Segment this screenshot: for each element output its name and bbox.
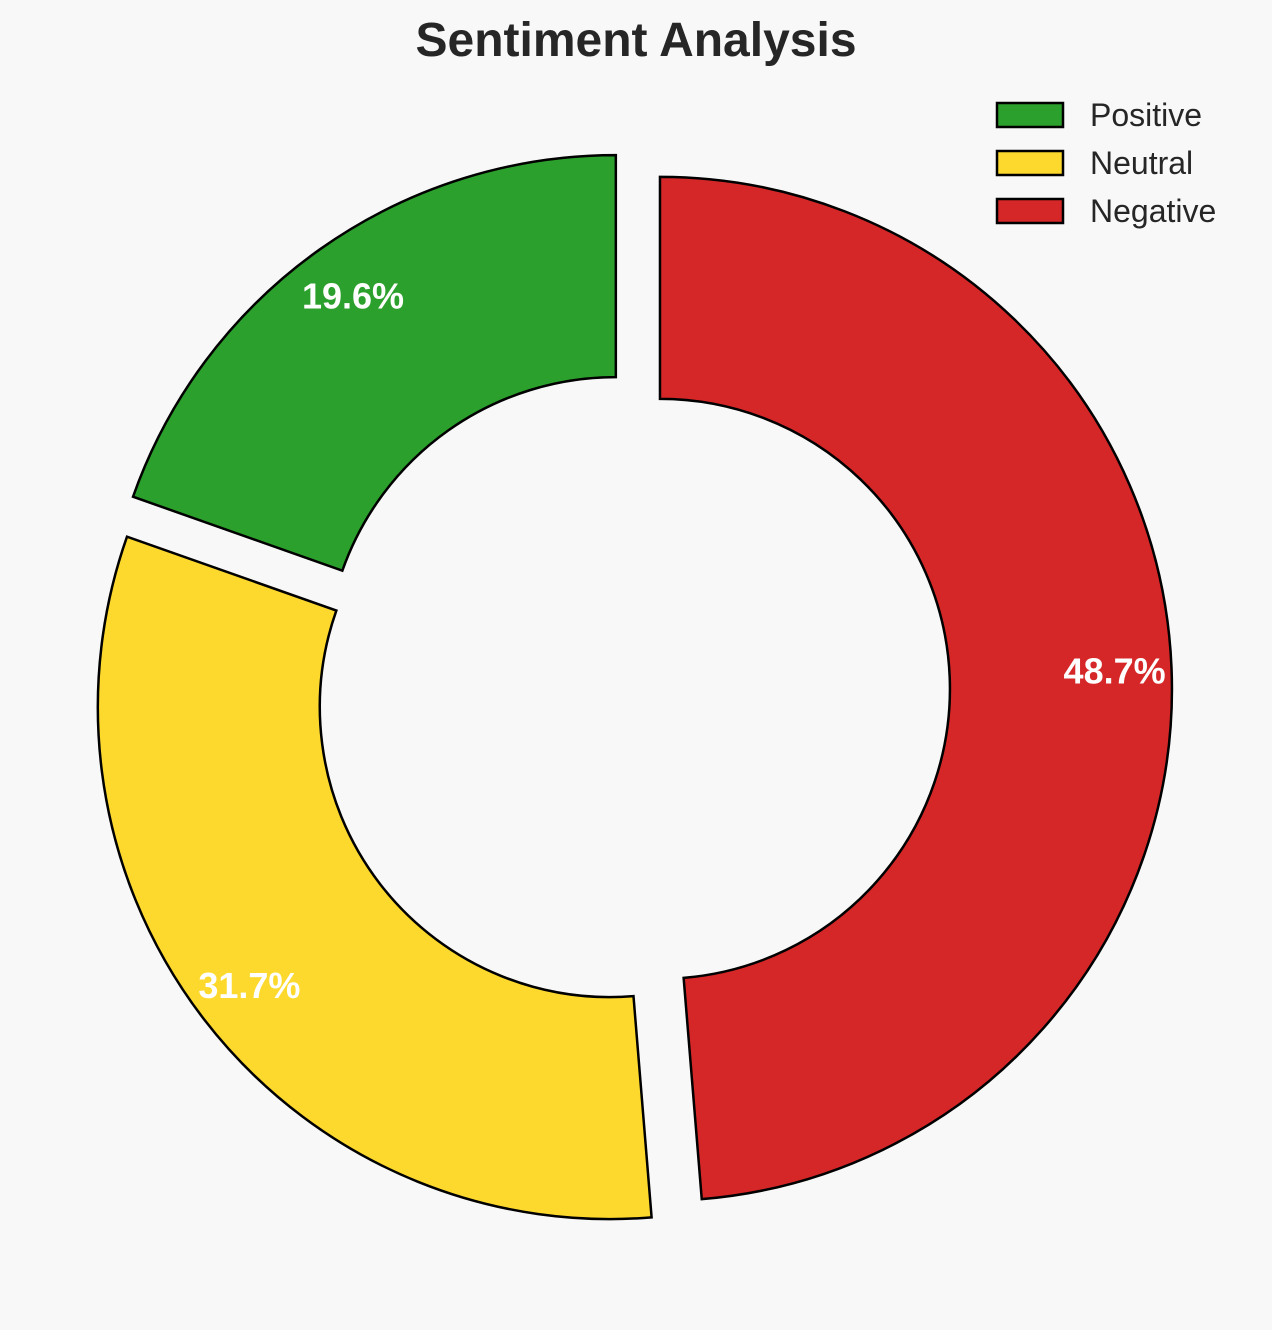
- chart-title: Sentiment Analysis: [415, 14, 856, 67]
- slice-labels: 19.6% 31.7% 48.7%: [198, 276, 1165, 1006]
- legend-swatch-positive: [995, 101, 1065, 129]
- slice-negative: [658, 175, 1174, 1201]
- slice-positive: [131, 153, 618, 573]
- legend-label-neutral: Neutral: [1090, 145, 1193, 181]
- chart-legend: Positive Neutral Negative: [995, 97, 1216, 229]
- legend-label-negative: Negative: [1090, 193, 1216, 229]
- legend-swatch-negative: [995, 197, 1065, 225]
- chart-slices: [96, 153, 1174, 1221]
- slice-neutral: [96, 535, 653, 1221]
- slice-label-negative: 48.7%: [1064, 650, 1166, 691]
- slice-label-neutral: 31.7%: [198, 965, 300, 1006]
- legend-swatch-neutral: [995, 149, 1065, 177]
- slice-label-positive: 19.6%: [302, 276, 404, 317]
- legend-label-positive: Positive: [1090, 97, 1202, 133]
